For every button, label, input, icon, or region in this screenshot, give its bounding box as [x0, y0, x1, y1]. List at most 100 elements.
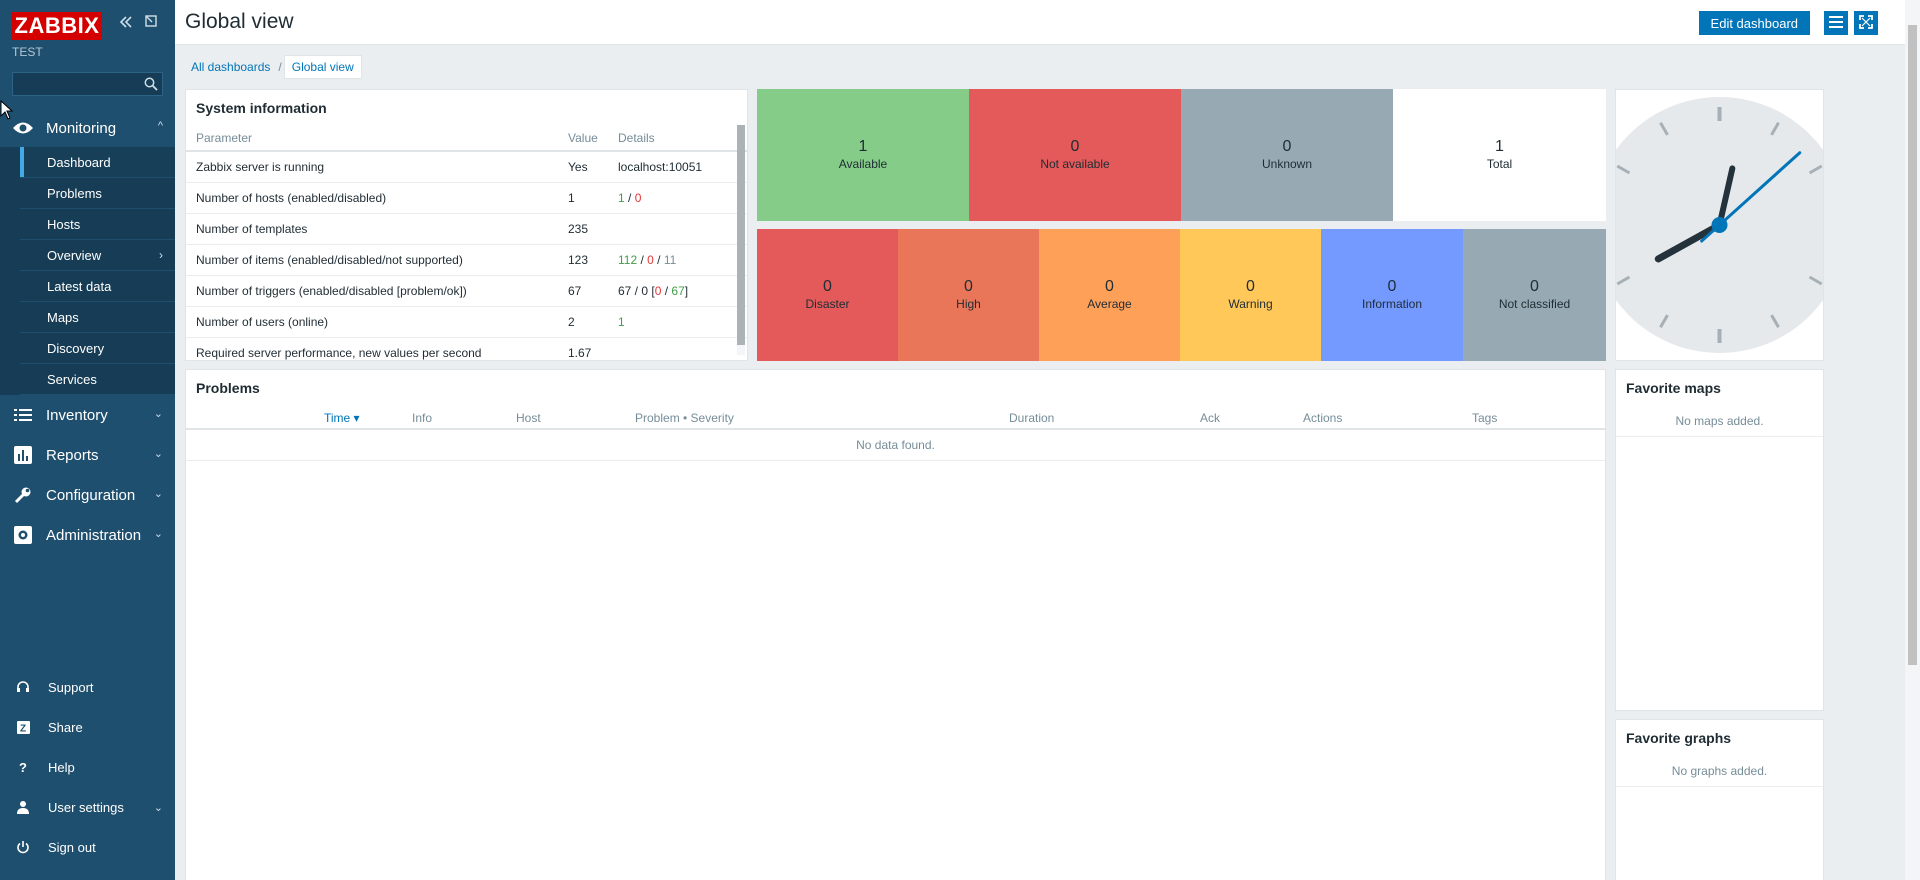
search-input[interactable] — [13, 73, 138, 95]
separator: / — [624, 190, 635, 205]
sidebar-help[interactable]: ? Help — [0, 750, 175, 784]
param-cell: Number of items (enabled/disabled/not su… — [186, 244, 558, 276]
menu-reports-label: Reports — [46, 446, 99, 464]
column-problem-severity[interactable]: Problem • Severity — [635, 411, 734, 425]
sidebar-support[interactable]: Support — [0, 670, 175, 704]
problems-widget: Problems Time ▾ Info Host Problem • Seve… — [185, 369, 1606, 880]
tile-label: Not classified — [1498, 297, 1571, 311]
fullscreen-button[interactable] — [1854, 11, 1878, 35]
triggers-prefix: 67 / 0 [ — [618, 283, 655, 298]
tile-available[interactable]: 1 Available — [757, 89, 969, 221]
sidebar-item-latest-data[interactable]: Latest data — [20, 271, 175, 302]
table-row: Zabbix server is running Yes localhost:1… — [186, 151, 747, 183]
tile-information[interactable]: 0 Information — [1321, 229, 1463, 361]
breadcrumb-current[interactable]: Global view — [283, 55, 362, 79]
sidebar-item-hosts[interactable]: Hosts — [20, 209, 175, 240]
favorite-maps-widget: Favorite maps No maps added. — [1615, 369, 1824, 711]
menu-monitoring[interactable]: Monitoring ^ — [0, 109, 175, 147]
menu-reports[interactable]: Reports ⌄ — [0, 436, 175, 474]
sidebar-item-maps[interactable]: Maps — [20, 302, 175, 333]
tile-count: 0 — [1282, 138, 1292, 155]
kiosk-mode-icon[interactable] — [141, 14, 161, 34]
no-maps-message: No maps added. — [1616, 406, 1823, 437]
wrench-icon — [12, 484, 34, 506]
collapse-sidebar-icon[interactable] — [116, 14, 136, 34]
details-cell: 1 — [608, 306, 747, 338]
headset-icon — [15, 679, 31, 695]
column-duration: Duration — [1009, 411, 1055, 425]
sidebar-item-overview[interactable]: Overview › — [20, 240, 175, 271]
monitoring-submenu: Dashboard Problems Hosts Overview › Lates… — [20, 147, 175, 395]
tile-not-classified[interactable]: 0 Not classified — [1463, 229, 1606, 361]
sidebar-item-label: Hosts — [47, 217, 81, 232]
tile-label: Total — [1486, 157, 1513, 171]
clock-hands — [1654, 151, 1802, 263]
chevron-down-icon: ⌄ — [153, 488, 163, 500]
menu-administration-label: Administration — [46, 526, 142, 544]
details-cell: localhost:10051 — [608, 151, 747, 183]
sidebar-item-label: Dashboard — [47, 155, 111, 170]
menu-administration[interactable]: Administration ⌄ — [0, 516, 175, 554]
tile-unknown[interactable]: 0 Unknown — [1181, 89, 1393, 221]
scrollbar-thumb[interactable] — [737, 125, 745, 345]
online-count: 1 — [618, 314, 625, 329]
disabled-count: 0 — [634, 190, 642, 205]
menu-inventory[interactable]: Inventory ⌄ — [0, 396, 175, 434]
tile-label: High — [956, 297, 981, 311]
param-cell: Required server performance, new values … — [186, 337, 558, 360]
sidebar-share-label: Share — [48, 719, 83, 735]
tile-not-available[interactable]: 0 Not available — [969, 89, 1181, 221]
tile-warning[interactable]: 0 Warning — [1180, 229, 1321, 361]
list-icon — [12, 404, 34, 426]
tile-average[interactable]: 0 Average — [1039, 229, 1180, 361]
sidebar-user-settings[interactable]: User settings ⌄ — [0, 790, 175, 824]
tile-label: Available — [838, 157, 888, 171]
widget-title: System information — [196, 100, 327, 116]
value-cell: 235 — [558, 213, 608, 245]
sidebar-share[interactable]: Z Share — [0, 710, 175, 744]
zabbix-logo[interactable]: ZABBIX — [12, 12, 102, 40]
sidebar-sign-out[interactable]: Sign out — [0, 830, 175, 864]
widget-scrollbar[interactable] — [737, 125, 745, 355]
search-icon[interactable] — [144, 77, 158, 91]
server-name: TEST — [12, 45, 43, 59]
no-data-message: No data found. — [186, 430, 1605, 461]
details-cell — [608, 337, 747, 360]
sidebar-item-services[interactable]: Services — [20, 364, 175, 395]
column-info: Info — [412, 411, 433, 425]
clock-tick — [1616, 164, 1631, 175]
column-host[interactable]: Host — [516, 411, 541, 425]
sidebar-item-problems[interactable]: Problems — [20, 178, 175, 209]
ok-count: 67 — [671, 283, 685, 298]
problems-by-severity-widget: 0 Disaster 0 High 0 Average 0 Warning 0 … — [757, 229, 1606, 361]
page-scrollbar-thumb[interactable] — [1908, 25, 1917, 665]
breadcrumb: All dashboards / Global view — [185, 55, 362, 79]
page-scrollbar[interactable] — [1905, 0, 1920, 880]
no-graphs-message: No graphs added. — [1616, 756, 1823, 787]
value-cell: 1.67 — [558, 337, 608, 360]
tile-disaster[interactable]: 0 Disaster — [757, 229, 898, 361]
tile-label: Disaster — [805, 297, 850, 311]
param-cell: Number of hosts (enabled/disabled) — [186, 182, 558, 214]
system-info-table: Parameter Value Details Zabbix server is… — [186, 125, 747, 360]
menu-configuration[interactable]: Configuration ⌄ — [0, 476, 175, 514]
table-header-row: Parameter Value Details — [186, 125, 747, 152]
details-cell: 1 / 0 — [608, 182, 747, 214]
chevron-right-icon: › — [159, 248, 163, 262]
dashboard-menu-button[interactable] — [1824, 11, 1848, 35]
problems-table-header: Time ▾ Info Host Problem • Severity Dura… — [186, 406, 1605, 430]
chevron-down-icon: ⌄ — [153, 801, 163, 814]
severity-tiles: 0 Disaster 0 High 0 Average 0 Warning 0 … — [757, 229, 1606, 361]
column-time[interactable]: Time ▾ — [324, 411, 360, 425]
clock-hour-hand — [1654, 221, 1723, 263]
param-cell: Number of triggers (enabled/disabled [pr… — [186, 275, 558, 307]
sidebar-item-discovery[interactable]: Discovery — [20, 333, 175, 364]
clock-center — [1711, 217, 1728, 233]
tile-count: 0 — [1387, 278, 1397, 295]
tile-total[interactable]: 1 Total — [1393, 89, 1606, 221]
breadcrumb-all-dashboards[interactable]: All dashboards — [191, 60, 271, 74]
edit-dashboard-button[interactable]: Edit dashboard — [1698, 11, 1810, 35]
tile-high[interactable]: 0 High — [898, 229, 1039, 361]
sidebar-item-dashboard[interactable]: Dashboard — [20, 147, 175, 178]
svg-text:Z: Z — [20, 723, 26, 734]
